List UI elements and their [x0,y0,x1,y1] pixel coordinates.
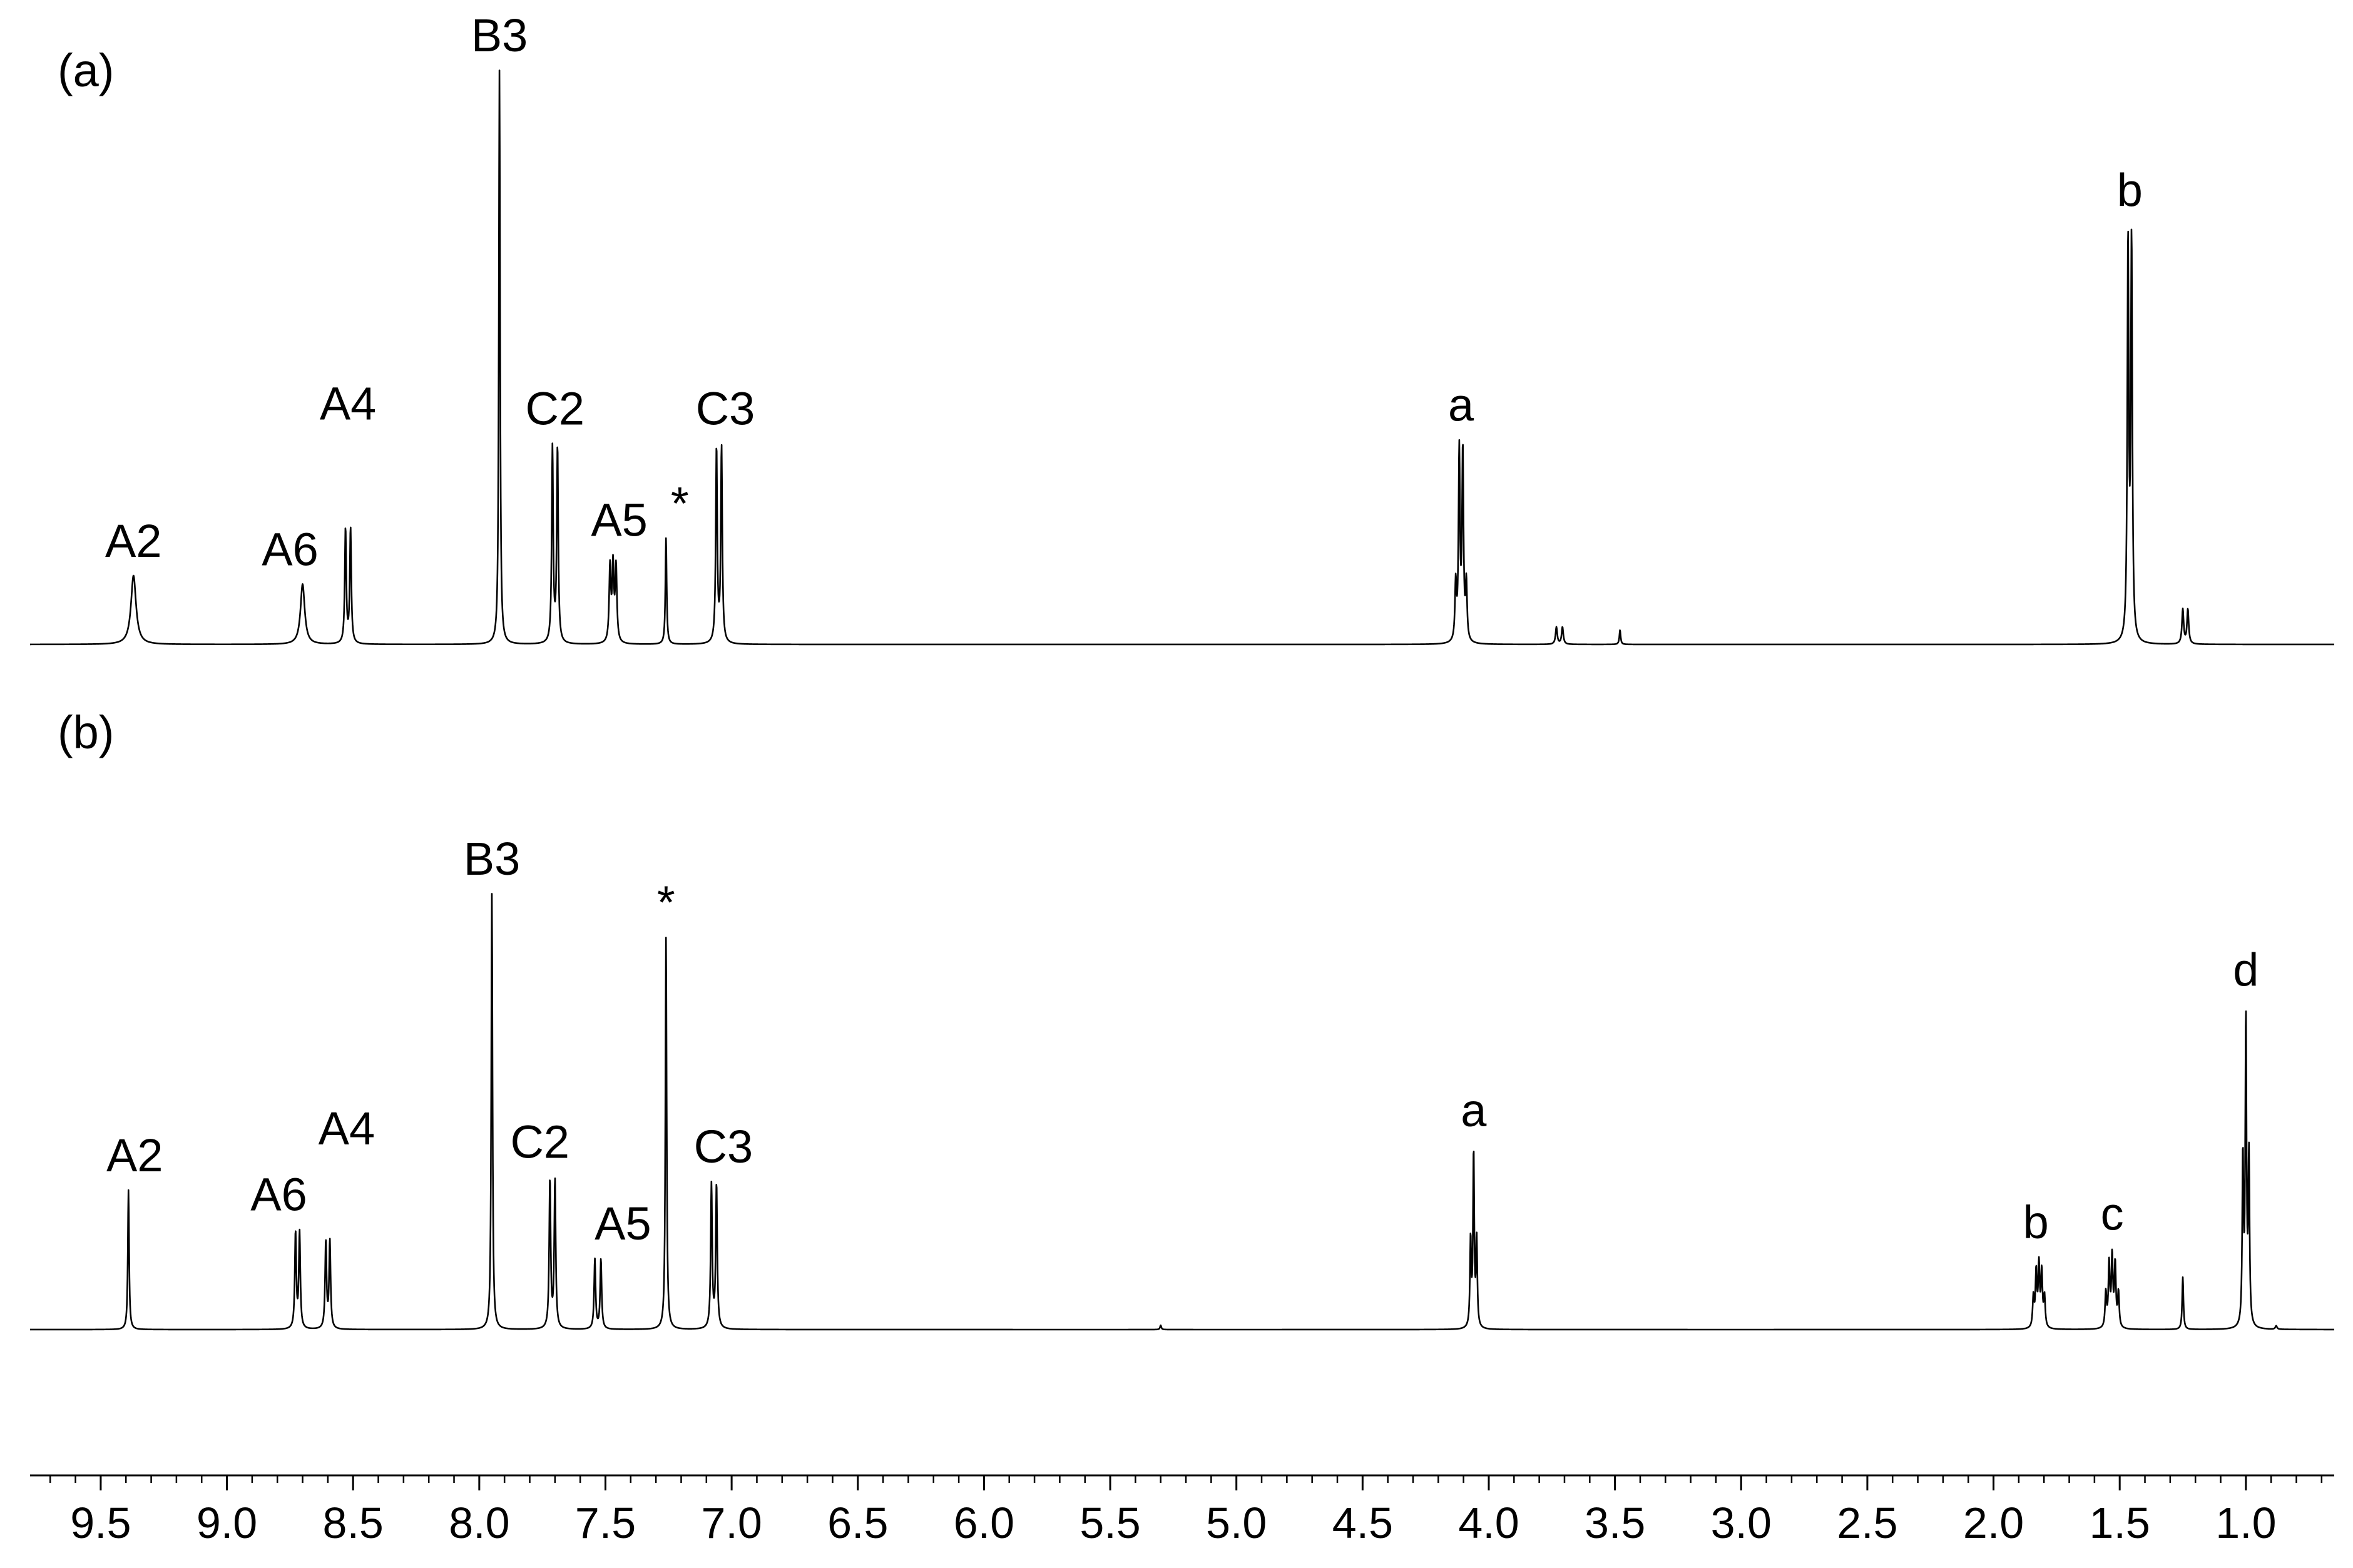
x-tick-label: 9.5 [70,1499,131,1547]
peak-label: A5 [591,494,648,546]
x-tick-label: 1.5 [2090,1499,2150,1547]
x-tick-label: 6.5 [827,1499,888,1547]
peak-label: * [657,877,675,929]
peak-label: C2 [525,382,584,434]
x-tick-label: 6.0 [954,1499,1014,1547]
peak-label: B3 [464,833,521,885]
peak-label: A2 [106,1129,163,1181]
x-tick-label: 8.5 [323,1499,384,1547]
x-axis: 9.5 9.0 8.5 8.0 7.5 7.0 6.5 6.0 5.5 5.0 4.5 4.0 3.5 3… [30,1474,2334,1547]
x-tick-label: 4.0 [1458,1499,1519,1547]
x-tick-label: 5.5 [1080,1499,1140,1547]
peak-label: a [1461,1084,1487,1136]
x-tick-label: 1.0 [2215,1499,2276,1547]
x-tick-label: 3.0 [1711,1499,1772,1547]
peak-label: A4 [319,1102,375,1154]
panel-label: (b) [58,706,114,758]
peak-label: B3 [471,9,528,61]
x-tick-label: 3.5 [1585,1499,1645,1547]
peak-label: A4 [320,378,377,430]
peak-label: c [2101,1188,2124,1240]
spectrum-trace [29,893,2335,1331]
x-tick-label: 4.5 [1332,1499,1393,1547]
peak-label: A5 [595,1198,651,1250]
peak-label: C2 [510,1116,569,1168]
x-tick-label: 2.5 [1837,1499,1897,1547]
x-tick-label: 5.0 [1206,1499,1267,1547]
peak-label: b [2117,164,2143,216]
x-tick-label: 8.0 [449,1499,509,1547]
peak-label: C3 [694,1121,753,1173]
panel-label: (a) [58,44,114,96]
peak-label: A6 [262,523,319,575]
x-tick-label: 7.0 [701,1499,762,1547]
peak-label: C3 [696,383,755,435]
peak-label: b [2023,1196,2049,1248]
x-tick-label: 2.0 [1963,1499,2024,1547]
peak-label: d [2233,944,2259,996]
spectrum-a: (a) A2 A6 A4 B3 C2 A5 *C3 a b [29,9,2335,646]
peak-label: A6 [250,1168,307,1220]
x-tick-label: 7.5 [575,1499,636,1547]
peak-label: A2 [105,515,162,567]
x-tick-label: 9.0 [197,1499,257,1547]
peak-label: a [1448,379,1474,431]
spectrum-trace [29,69,2335,646]
peak-label: * [671,477,689,529]
